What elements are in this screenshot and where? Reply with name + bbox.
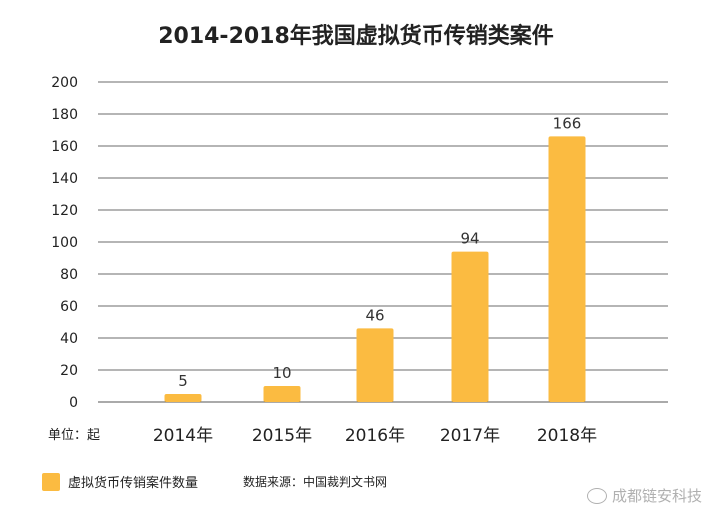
bar [356,328,394,402]
data-labels: 5 10 46 94 166 [178,114,581,390]
y-tick-label: 60 [60,299,78,315]
y-tick-label: 140 [51,171,78,187]
y-tick-label: 80 [60,267,78,283]
data-label: 166 [553,114,582,132]
bar [164,394,202,402]
y-tick-label: 0 [69,395,78,411]
weibo-icon [586,487,607,504]
watermark: 成都链安科技 [586,485,702,506]
y-tick-label: 200 [51,75,78,91]
bars [164,136,586,402]
x-tick-label: 2017年 [440,426,500,446]
y-tick-label: 160 [51,139,78,155]
data-label: 94 [460,230,479,248]
watermark-text: 成都链安科技 [611,487,702,505]
legend-swatch [42,472,60,491]
data-label: 46 [365,306,384,324]
x-tick-label: 2014年 [153,426,213,446]
x-tick-label: 2015年 [252,426,312,446]
bar [263,386,301,402]
y-tick-label: 120 [51,203,78,219]
bar [548,136,586,402]
unit-label: 单位：起 [48,428,101,443]
y-tick-label: 20 [60,363,78,379]
chart-title: 2014-2018年我国虚拟货币传销类案件 [158,24,554,49]
data-label: 5 [178,372,188,390]
y-axis-ticks: 0 20 40 60 80 100 120 140 160 180 200 [51,75,78,411]
x-tick-label: 2018年 [537,426,597,446]
data-label: 10 [272,364,291,382]
y-tick-label: 40 [60,331,78,347]
x-tick-label: 2016年 [345,426,405,446]
x-axis-ticks: 2014年 2015年 2016年 2017年 2018年 [153,426,597,446]
y-tick-label: 180 [51,107,78,123]
legend: 虚拟货币传销案件数量 [42,472,198,491]
y-tick-label: 100 [51,235,78,251]
data-source: 数据来源：中国裁判文书网 [243,475,388,489]
bar [451,251,489,402]
legend-label: 虚拟货币传销案件数量 [68,476,199,491]
